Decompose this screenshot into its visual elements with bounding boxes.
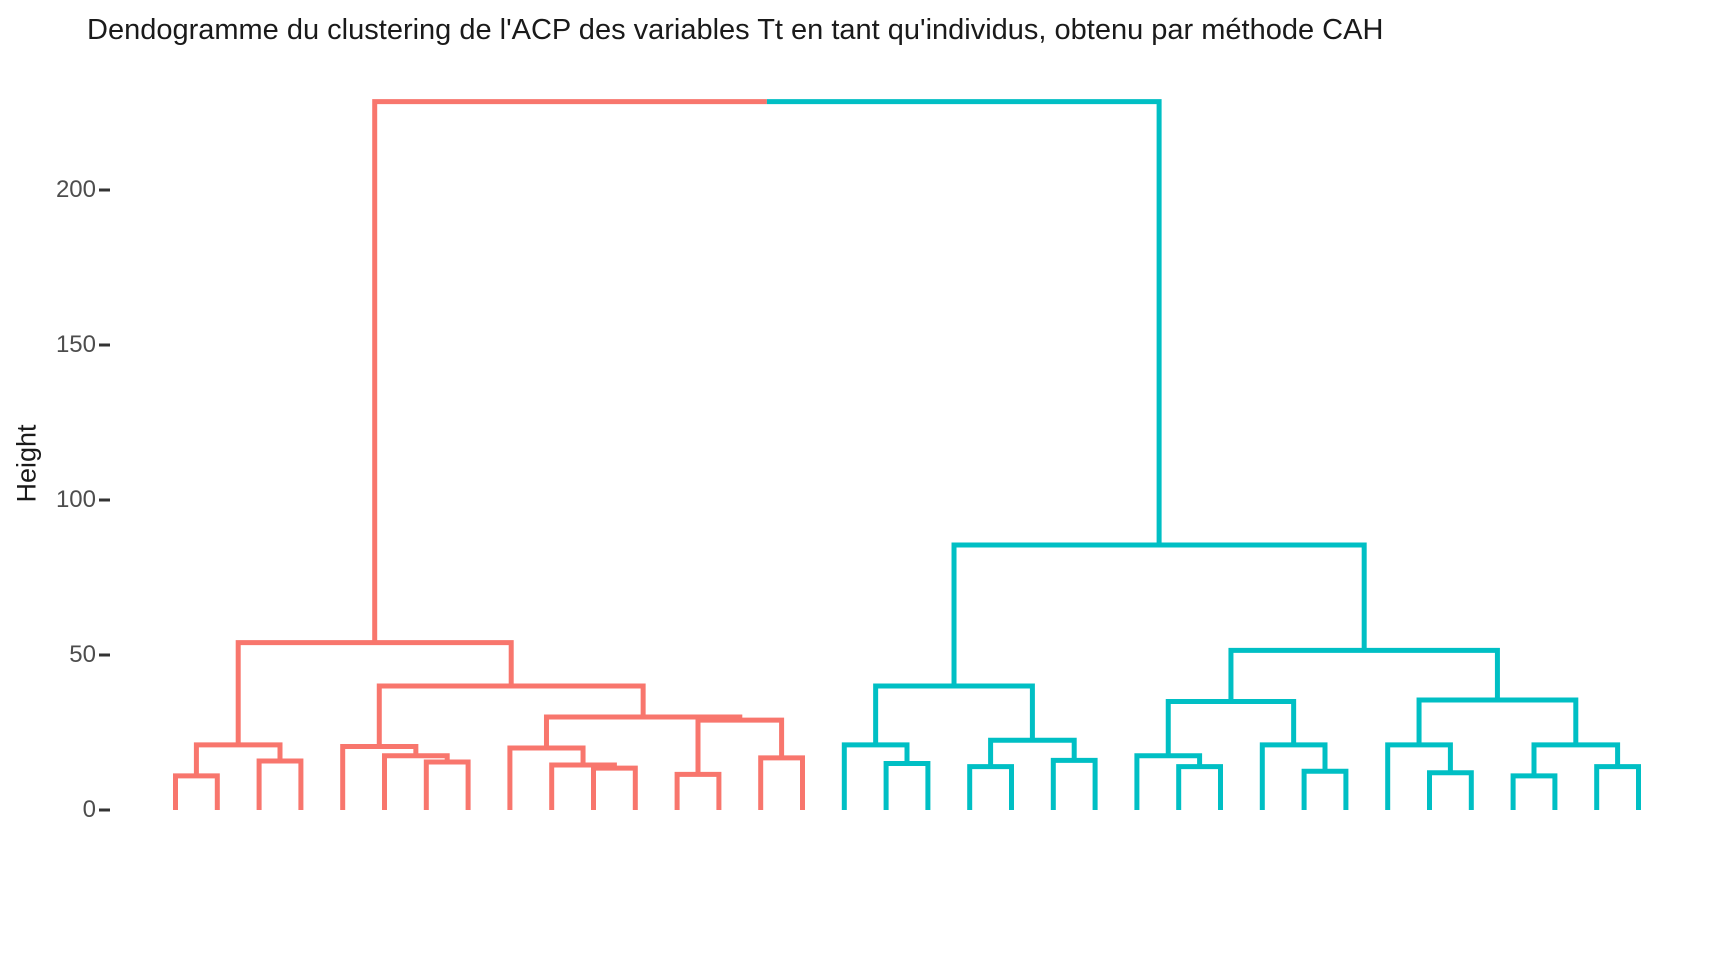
- dendrogram-link: [1594, 764, 1641, 810]
- dendrogram-link: [766, 99, 1162, 545]
- dendrogram-link: [507, 745, 586, 810]
- dendrogram-link: [883, 761, 931, 810]
- y-tick-label: 150: [55, 331, 96, 358]
- dendrogram-link: [591, 765, 638, 810]
- dendrogram-link: [758, 755, 805, 810]
- dendrogram-link: [235, 640, 514, 745]
- y-tick-label: 0: [82, 796, 96, 823]
- dendrogram-link: [549, 762, 617, 810]
- dendrogram-link: [967, 764, 1014, 810]
- dendrogram-link: [1228, 647, 1500, 702]
- dendrogram-link: [695, 717, 785, 775]
- y-tick-label: 200: [55, 176, 96, 203]
- dendrogram-link: [1301, 768, 1349, 810]
- dendrogram-link: [1427, 770, 1474, 810]
- dendrogram-link: [173, 773, 220, 810]
- dendrogram-link: [1259, 742, 1328, 810]
- y-tick-label: 100: [55, 486, 96, 513]
- dendrogram-link: [1050, 757, 1098, 810]
- chart-title: Dendogramme du clustering de l'ACP des v…: [87, 14, 1384, 46]
- dendrogram-link: [1416, 697, 1579, 745]
- dendrogram-link: [841, 742, 910, 810]
- dendrogram-link: [1385, 742, 1453, 810]
- dendrogram-link: [873, 683, 1035, 745]
- dendrogram-link: [372, 99, 767, 643]
- dendrogram-link: [1510, 773, 1558, 810]
- dendrogram-link: [951, 542, 1367, 686]
- dendrogram-link: [674, 771, 722, 810]
- y-tick-label: 50: [69, 641, 96, 668]
- dendrogram-link: [1134, 753, 1203, 810]
- dendrogram-link: [1165, 699, 1297, 756]
- dendrogram-link: [1531, 742, 1621, 776]
- dendrogram-link: [423, 759, 471, 810]
- dendrogram-link: [256, 758, 304, 810]
- dendrogram-link: [1176, 764, 1223, 810]
